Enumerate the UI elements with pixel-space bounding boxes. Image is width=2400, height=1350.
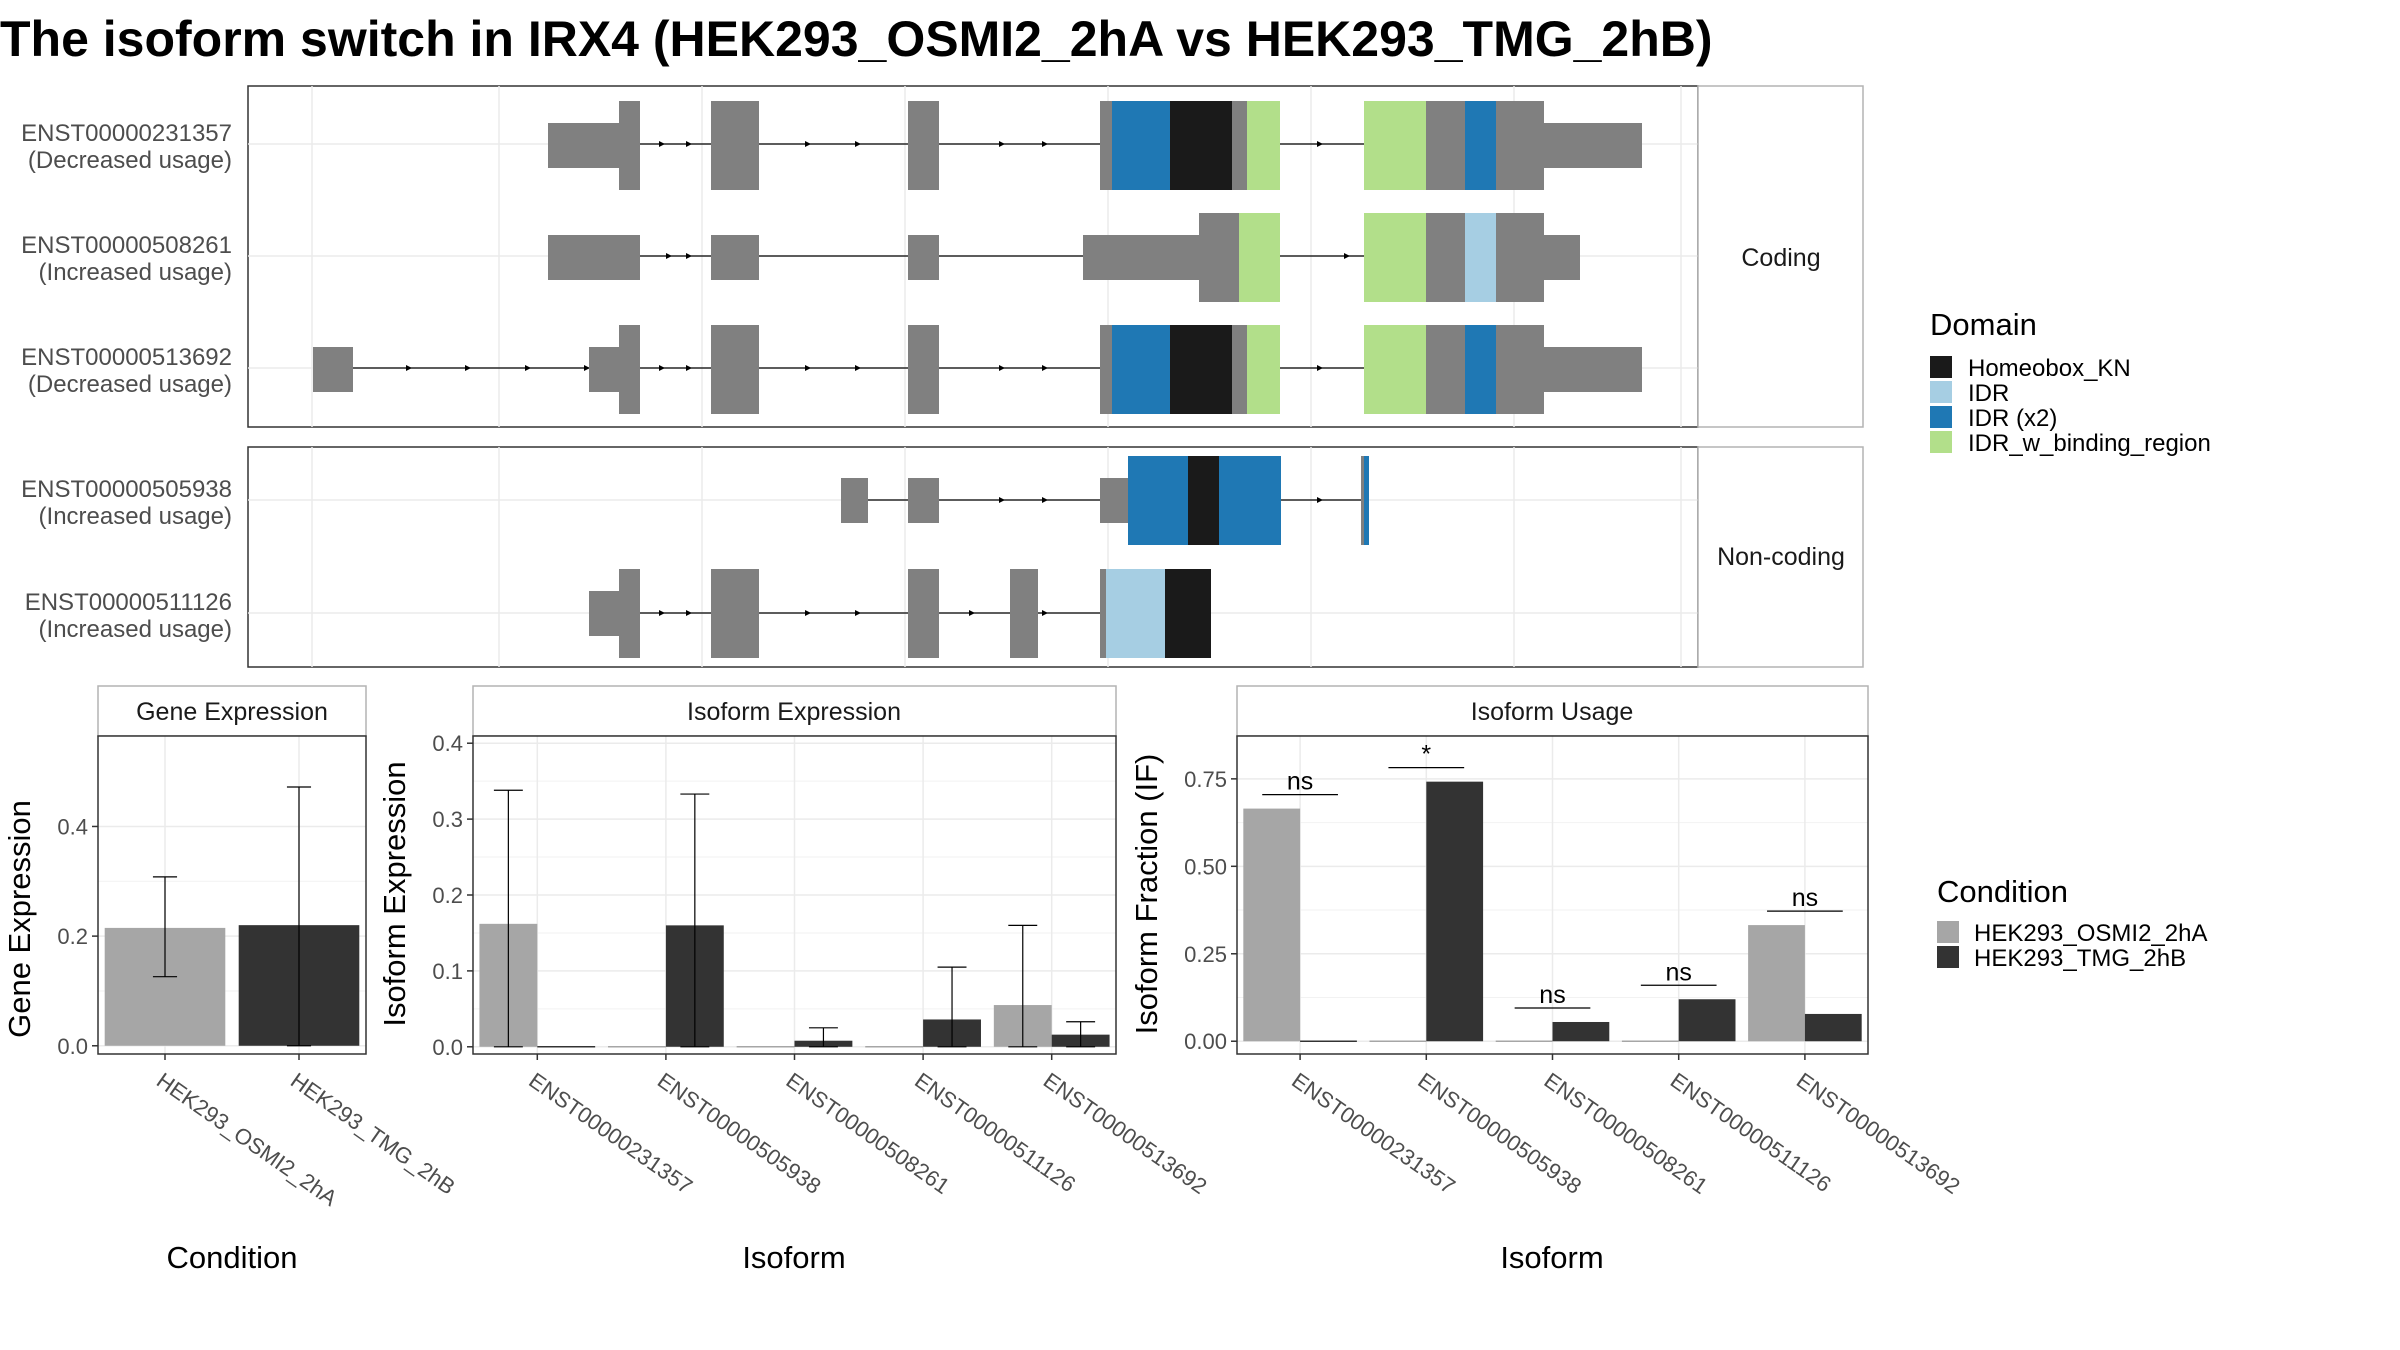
y-tick-label: 0.00 bbox=[1184, 1029, 1227, 1054]
transcript-label-id: ENST00000511126 bbox=[25, 589, 232, 616]
iso-expr-chart-ylabel: Isoform Expression bbox=[377, 761, 412, 1026]
plot-border bbox=[1236, 735, 1869, 1055]
bar bbox=[1243, 808, 1301, 1042]
legend-label-cond-b: HEK293_TMG_2hB bbox=[1974, 945, 2186, 972]
y-tick-label: 0.2 bbox=[57, 924, 88, 949]
significance-label: ns bbox=[1792, 884, 1818, 912]
transcript-model-enst00000231357 bbox=[548, 101, 1642, 190]
condition-legend: Condition HEK293_OSMI2_2hA HEK293_TMG_2h… bbox=[1937, 874, 2207, 972]
noncoding-facet-label: Non-coding bbox=[1717, 543, 1845, 571]
y-tick-label: 0.50 bbox=[1184, 854, 1227, 879]
structure-noncoding-panel: Non-coding bbox=[247, 446, 1864, 668]
y-tick-label: 0.3 bbox=[432, 807, 463, 832]
significance-label: ns bbox=[1539, 981, 1565, 1009]
y-tick-label: 0.75 bbox=[1184, 767, 1227, 792]
y-tick-label: 0.4 bbox=[432, 731, 463, 756]
iso-usage-chart-strip bbox=[1236, 685, 1869, 737]
significance-label: ns bbox=[1287, 768, 1313, 796]
legend-swatch-idr-x2 bbox=[1930, 406, 1952, 428]
gene-chart-strip bbox=[97, 685, 367, 737]
iso-usage-chart-ylabel: Isoform Fraction (IF) bbox=[1129, 754, 1164, 1035]
transcript-labels: ENST00000231357 (Decreased usage) ENST00… bbox=[21, 120, 232, 643]
significance-label: ns bbox=[1665, 958, 1691, 986]
legend-label-idr-binding: IDR_w_binding_region bbox=[1968, 430, 2211, 457]
gene-chart-xlabel: Condition bbox=[167, 1240, 298, 1275]
legend-swatch-homeobox bbox=[1930, 356, 1952, 378]
transcript-label-usage: (Decreased usage) bbox=[28, 147, 232, 174]
noncoding-panel-background bbox=[247, 446, 1699, 668]
plot-border bbox=[472, 735, 1117, 1055]
legend-swatch-idr-binding bbox=[1930, 431, 1952, 453]
coding-facet-label: Coding bbox=[1741, 244, 1820, 272]
transcript-label-id: ENST00000505938 bbox=[21, 476, 232, 503]
iso-expr-chart-title: Isoform Expression bbox=[687, 698, 901, 726]
structure-coding-panel: Coding bbox=[247, 85, 1864, 428]
transcript-label-id: ENST00000513692 bbox=[21, 344, 232, 371]
legend-swatch-cond-b bbox=[1937, 946, 1959, 968]
isoform-usage-chart: Isoform Usage Isoform Fraction (IF) Isof… bbox=[1129, 685, 1965, 1275]
bar bbox=[1678, 999, 1736, 1042]
domain-legend: Domain Homeobox_KN IDR IDR (x2) IDR_w_bi… bbox=[1930, 307, 2211, 457]
transcript-label-id: ENST00000231357 bbox=[21, 120, 232, 147]
legend-label-homeobox: Homeobox_KN bbox=[1968, 355, 2131, 382]
significance-label: * bbox=[1421, 741, 1431, 769]
transcript-label-usage: (Increased usage) bbox=[39, 503, 232, 530]
gene-chart-title: Gene Expression bbox=[136, 698, 328, 726]
condition-legend-title: Condition bbox=[1937, 874, 2068, 909]
y-tick-label: 0.2 bbox=[432, 883, 463, 908]
legend-swatch-idr bbox=[1930, 381, 1952, 403]
y-tick-label: 0.1 bbox=[432, 959, 463, 984]
transcript-label-usage: (Decreased usage) bbox=[28, 371, 232, 398]
transcript-model-enst00000508261 bbox=[548, 213, 1580, 302]
legend-label-cond-a: HEK293_OSMI2_2hA bbox=[1974, 920, 2207, 947]
bar bbox=[1748, 925, 1805, 1042]
y-tick-label: 0.25 bbox=[1184, 942, 1227, 967]
transcript-model-enst00000505938 bbox=[841, 456, 1369, 545]
iso-expr-chart-xlabel: Isoform bbox=[742, 1240, 845, 1275]
iso-usage-chart-title: Isoform Usage bbox=[1471, 698, 1634, 726]
y-tick-label: 0.4 bbox=[57, 814, 88, 839]
iso-usage-chart-xlabel: Isoform bbox=[1500, 1240, 1603, 1275]
iso-expr-chart-strip bbox=[472, 685, 1117, 737]
domain-legend-title: Domain bbox=[1930, 307, 2037, 342]
noncoding-facet-strip bbox=[1697, 446, 1864, 668]
plot-border bbox=[97, 735, 367, 1055]
bar bbox=[1426, 781, 1484, 1042]
bar bbox=[1552, 1021, 1610, 1042]
transcript-label-usage: (Increased usage) bbox=[39, 616, 232, 643]
transcript-label-id: ENST00000508261 bbox=[21, 232, 232, 259]
coding-facet-strip bbox=[1697, 85, 1864, 428]
transcript-model-enst00000511126 bbox=[589, 569, 1211, 658]
gene-chart-ylabel: Gene Expression bbox=[2, 800, 37, 1038]
y-tick-label: 0.0 bbox=[57, 1034, 88, 1059]
y-tick-label: 0.0 bbox=[432, 1035, 463, 1060]
legend-swatch-cond-a bbox=[1937, 921, 1959, 943]
bar bbox=[1804, 1013, 1862, 1042]
transcript-model-enst00000513692 bbox=[313, 325, 1642, 414]
figure-title: The isoform switch in IRX4 (HEK293_OSMI2… bbox=[0, 11, 1713, 67]
legend-label-idr-x2: IDR (x2) bbox=[1968, 405, 2057, 432]
transcript-label-usage: (Increased usage) bbox=[39, 259, 232, 286]
isoform-expression-chart: Isoform Expression Isoform Expression Is… bbox=[377, 685, 1211, 1275]
legend-label-idr: IDR bbox=[1968, 380, 2009, 407]
